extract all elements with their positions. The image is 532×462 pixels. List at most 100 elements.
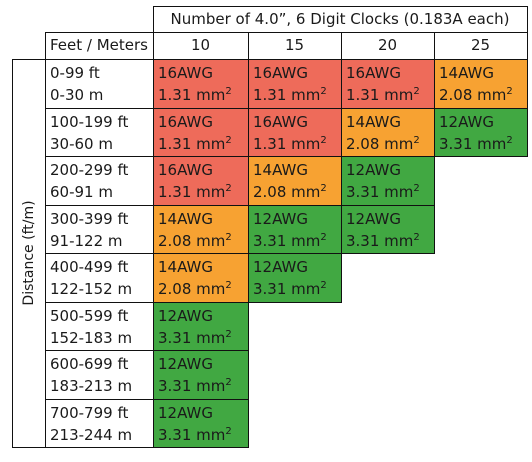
gauge-cell: 12AWG 3.31 mm2 [248,253,341,302]
gauge-mm: 2.08 mm2 [346,133,434,155]
distance-meters: 183-213 m [50,377,133,395]
side-label: Distance (ft/m) [20,200,37,306]
gauge-mm: 3.31 mm2 [346,181,434,203]
distance-label: 700-799 ft 213-244 m [45,399,153,447]
gauge-awg: 12AWG [158,404,213,422]
gauge-cell: 12AWG 3.31 mm2 [434,108,527,156]
grid-line [45,204,435,206]
gauge-mm-value: 2.08 mm [439,86,507,104]
gauge-mm-value: 1.31 mm [158,183,226,201]
distance-feet: 400-499 ft [50,258,129,276]
gauge-awg: 16AWG [346,64,401,82]
grid-line [45,155,528,157]
column-header: 15 [284,36,305,54]
gauge-awg: 16AWG [253,113,308,131]
distance-meters: 213-244 m [50,426,133,444]
grid-line [340,32,342,303]
gauge-mm: 3.31 mm2 [158,424,248,446]
grid-line [45,349,249,351]
gauge-mm-value: 2.08 mm [158,232,226,250]
gauge-mm-exponent: 2 [225,426,232,437]
gauge-cell: 14AWG 2.08 mm2 [153,253,248,302]
grid-line [45,107,528,109]
gauge-mm-value: 1.31 mm [158,86,226,104]
gauge-awg: 12AWG [346,161,401,179]
gauge-mm-exponent: 2 [320,280,327,291]
distance-meters: 60-91 m [50,183,113,201]
distance-meters: 30-60 m [50,135,113,153]
grid-line [11,59,13,448]
gauge-awg: 14AWG [158,258,213,276]
gauge-mm: 1.31 mm2 [346,84,434,106]
gauge-mm: 3.31 mm2 [158,327,248,349]
gauge-mm-value: 1.31 mm [253,86,321,104]
gauge-cell: 12AWG 3.31 mm2 [341,205,434,253]
gauge-mm-exponent: 2 [320,86,327,97]
gauge-mm-value: 3.31 mm [346,183,414,201]
gauge-mm-value: 2.08 mm [158,280,226,298]
gauge-mm: 1.31 mm2 [158,133,248,155]
gauge-cell: 12AWG 3.31 mm2 [153,302,248,350]
distance-feet: 700-799 ft [50,404,129,422]
distance-feet: 500-599 ft [50,307,129,325]
column-header: 20 [377,36,398,54]
gauge-mm-value: 2.08 mm [346,135,414,153]
gauge-awg: 16AWG [158,161,213,179]
gauge-mm-exponent: 2 [225,377,232,388]
gauge-mm-value: 3.31 mm [158,426,226,444]
gauge-mm: 1.31 mm2 [253,133,341,155]
distance-meters: 122-152 m [50,280,133,298]
gauge-mm-value: 3.31 mm [253,280,321,298]
gauge-awg: 12AWG [158,307,213,325]
distance-label: 100-199 ft 30-60 m [45,108,153,156]
gauge-mm-exponent: 2 [225,280,232,291]
gauge-cell: 12AWG 3.31 mm2 [153,350,248,399]
gauge-awg: 12AWG [253,210,308,228]
header-title: Number of 4.0”, 6 Digit Clocks (0.183A e… [170,10,510,28]
distance-feet: 0-99 ft [50,64,100,82]
gauge-awg: 16AWG [158,64,213,82]
gauge-awg: 16AWG [158,113,213,131]
gauge-mm: 2.08 mm2 [253,181,341,203]
grid-line [45,398,249,400]
grid-line [45,31,528,33]
gauge-mm-exponent: 2 [506,86,513,97]
gauge-awg: 12AWG [346,210,401,228]
gauge-awg: 12AWG [158,355,213,373]
gauge-mm: 2.08 mm2 [158,278,248,300]
distance-label: 500-599 ft 152-183 m [45,302,153,350]
distance-feet: 100-199 ft [50,113,129,131]
gauge-mm-exponent: 2 [225,135,232,146]
distance-label: 600-699 ft 183-213 m [45,350,153,399]
gauge-cell: 12AWG 3.31 mm2 [341,156,434,205]
gauge-mm: 1.31 mm2 [158,84,248,106]
distance-feet: 300-399 ft [50,210,129,228]
gauge-cell: 14AWG 2.08 mm2 [153,205,248,253]
gauge-mm-exponent: 2 [413,135,420,146]
gauge-mm-value: 3.31 mm [158,377,226,395]
gauge-cell: 12AWG 3.31 mm2 [153,399,248,447]
gauge-mm: 3.31 mm2 [439,133,527,155]
distance-label: 0-99 ft 0-30 m [45,59,153,108]
gauge-awg: 12AWG [439,113,494,131]
grid-line [526,6,528,33]
gauge-cell: 16AWG 1.31 mm2 [248,59,341,108]
distance-feet: 600-699 ft [50,355,129,373]
gauge-cell: 14AWG 2.08 mm2 [341,108,434,156]
gauge-mm-value: 3.31 mm [439,135,507,153]
grid-line [152,6,154,448]
grid-line [45,301,342,303]
gauge-mm-exponent: 2 [225,329,232,340]
gauge-mm: 1.31 mm2 [253,84,341,106]
distance-meters: 0-30 m [50,86,104,104]
distance-feet: 200-299 ft [50,161,129,179]
grid-line [44,32,46,448]
column-header: 25 [470,36,491,54]
gauge-mm-exponent: 2 [225,232,232,243]
gauge-mm-exponent: 2 [413,183,420,194]
gauge-awg: 14AWG [439,64,494,82]
gauge-mm-exponent: 2 [413,232,420,243]
grid-line [12,446,46,448]
gauge-mm-exponent: 2 [413,86,420,97]
gauge-mm: 2.08 mm2 [439,84,527,106]
